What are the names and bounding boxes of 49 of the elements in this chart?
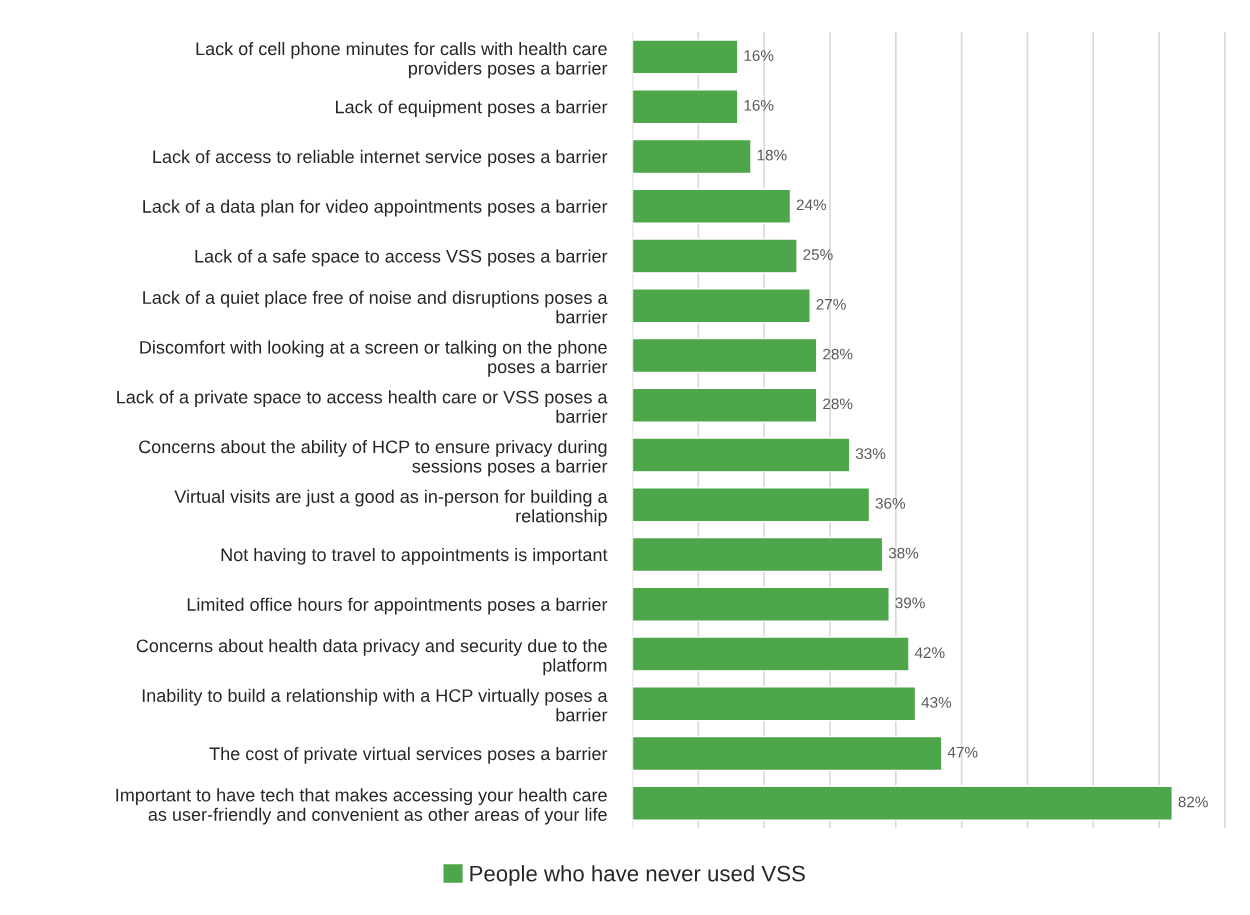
y-tick-label: Lack of cell phone minutes for calls with health care providers poses a barrier <box>196 41 608 79</box>
bar <box>632 39 739 75</box>
y-tick-label: Discomfort with looking at a screen or talking on the phone poses a barrier <box>140 340 608 377</box>
bar <box>632 636 910 672</box>
bar <box>632 487 871 523</box>
data-label: 36% <box>875 497 906 509</box>
y-tick-label: Not having to travel to appointments is important <box>221 547 608 565</box>
data-label: 33% <box>855 448 886 460</box>
bar <box>632 437 851 473</box>
bar <box>632 785 1173 821</box>
data-label: 47% <box>947 746 978 758</box>
data-label: 24% <box>796 199 827 211</box>
bar <box>632 387 818 423</box>
y-tick-label: The cost of private virtual services poses a barrier <box>209 746 608 764</box>
data-label: 43% <box>921 696 952 708</box>
y-tick-label: Lack of a private space to access health care or VSS poses a barrier <box>117 390 608 423</box>
data-label: 28% <box>823 348 853 360</box>
y-tick-label: Lack of a quiet place free of noise and disruptions poses a barrier <box>143 290 608 324</box>
y-tick-label: Lack of equipment poses a barrier <box>336 100 608 117</box>
data-label: 82% <box>1178 796 1208 808</box>
bar <box>632 735 943 772</box>
data-label: 27% <box>816 298 846 310</box>
bar <box>632 586 890 622</box>
data-label: 25% <box>803 249 833 261</box>
y-tick-label: Important to have tech that makes accessing your health care as user-friendly and convenient as other areas of your life <box>116 788 607 825</box>
y-tick-label: Lack of a data plan for video appointments poses a barrier <box>143 199 608 217</box>
bar <box>632 138 752 175</box>
bar <box>632 337 818 374</box>
data-label: 42% <box>914 647 945 658</box>
data-label: 28% <box>823 398 853 410</box>
data-label: 39% <box>895 597 925 609</box>
y-tick-label: Concerns about health data privacy and security due to the platform <box>136 638 607 676</box>
bar <box>632 288 811 324</box>
bar <box>632 536 884 573</box>
data-label: 16% <box>744 99 774 111</box>
data-label: 38% <box>888 547 919 559</box>
bar <box>632 188 792 224</box>
bar <box>632 686 917 722</box>
y-tick-label: Inability to build a relationship with a HCP virtually poses a barrier <box>142 688 608 722</box>
y-tick-label: Lack of access to reliable internet service poses a barrier <box>153 149 608 167</box>
data-label: 16% <box>744 50 774 61</box>
bar <box>632 238 798 274</box>
data-label: 18% <box>757 149 787 161</box>
y-tick-label: Concerns about the ability of HCP to ensure privacy during sessions poses a barrier <box>139 439 608 477</box>
y-tick-label: Virtual visits are just a good as in-person for building a relationship <box>174 489 608 526</box>
y-tick-label: Lack of a safe space to access VSS poses a barrier <box>195 249 608 267</box>
y-tick-label: Limited office hours for appointments poses a barrier <box>187 597 608 615</box>
legend-label: People who have never used VSS <box>470 865 805 886</box>
bar <box>632 89 739 125</box>
